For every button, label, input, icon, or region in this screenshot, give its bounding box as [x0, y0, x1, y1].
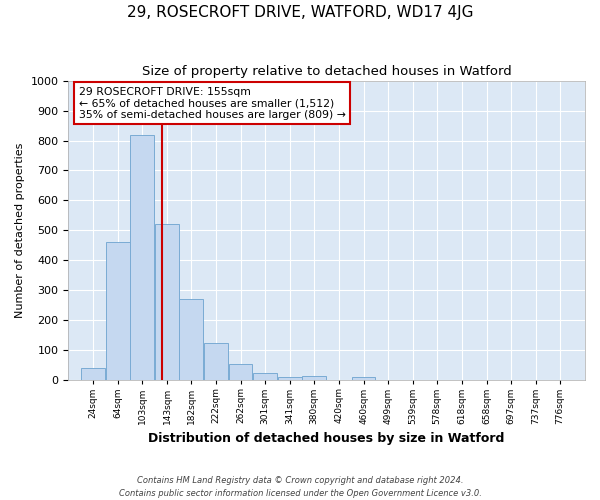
Bar — [179, 300, 203, 380]
Text: 29, ROSECROFT DRIVE, WATFORD, WD17 4JG: 29, ROSECROFT DRIVE, WATFORD, WD17 4JG — [127, 5, 473, 20]
Y-axis label: Number of detached properties: Number of detached properties — [15, 143, 25, 318]
Bar — [229, 364, 253, 380]
Text: Contains HM Land Registry data © Crown copyright and database right 2024.
Contai: Contains HM Land Registry data © Crown c… — [119, 476, 481, 498]
Bar — [106, 242, 130, 380]
Bar — [352, 378, 376, 380]
Bar — [81, 368, 105, 380]
Bar — [278, 376, 302, 380]
Text: 29 ROSECROFT DRIVE: 155sqm
← 65% of detached houses are smaller (1,512)
35% of s: 29 ROSECROFT DRIVE: 155sqm ← 65% of deta… — [79, 86, 346, 120]
Bar — [204, 343, 228, 380]
X-axis label: Distribution of detached houses by size in Watford: Distribution of detached houses by size … — [148, 432, 505, 445]
Bar — [302, 376, 326, 380]
Bar — [253, 373, 277, 380]
Bar — [130, 134, 154, 380]
Bar — [155, 224, 179, 380]
Title: Size of property relative to detached houses in Watford: Size of property relative to detached ho… — [142, 65, 512, 78]
